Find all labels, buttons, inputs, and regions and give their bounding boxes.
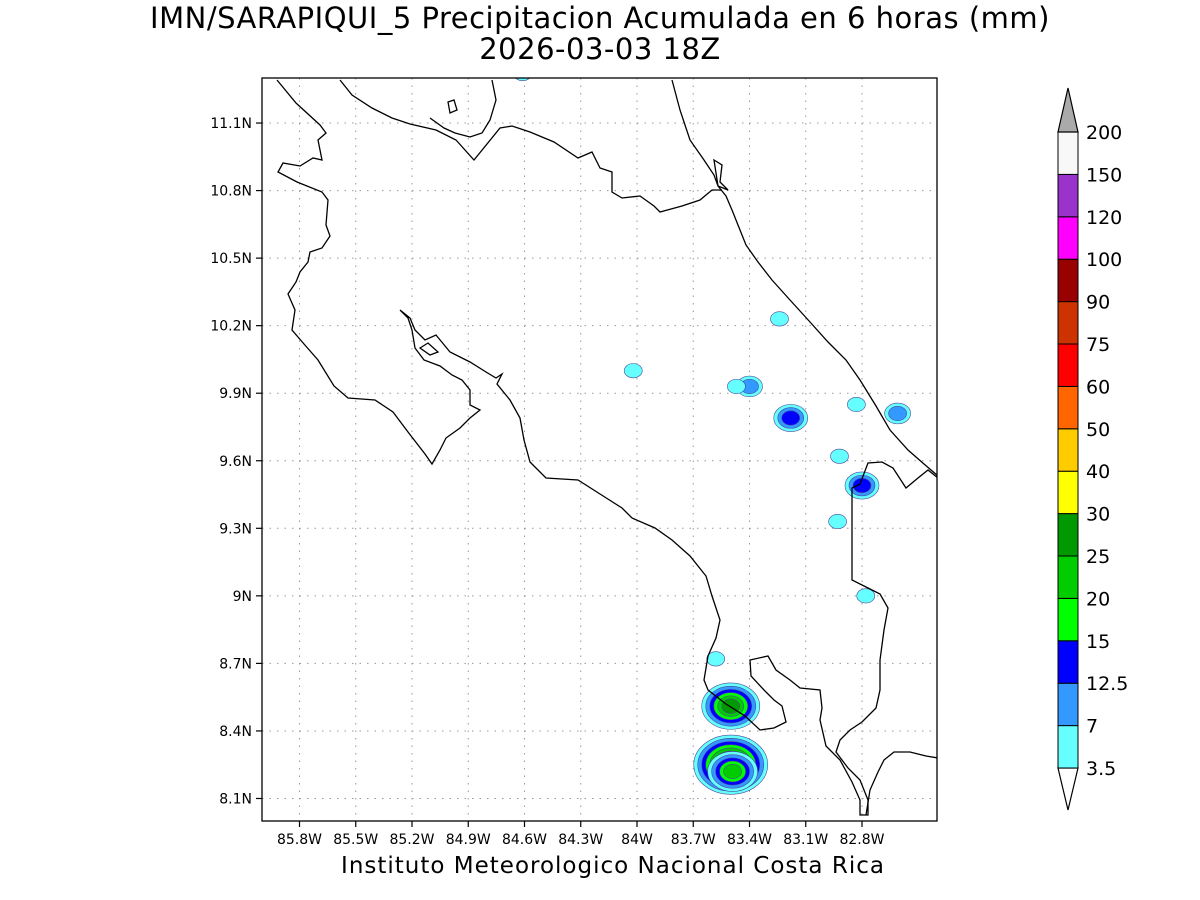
lon-tick-label: 83.1W (783, 832, 828, 848)
lon-tick-label: 84W (621, 832, 653, 848)
legend-label: 20 (1086, 588, 1110, 610)
legend-swatch (1057, 428, 1079, 472)
legend-label: 200 (1086, 122, 1122, 144)
precip-contour (770, 311, 789, 327)
legend-swatch (1057, 343, 1079, 387)
lat-tick-label: 10.2N (210, 319, 252, 335)
precip-contour (828, 514, 847, 530)
northern-border (339, 79, 722, 213)
precip-contour (856, 588, 876, 604)
lon-tick-label: 84.3W (558, 832, 603, 848)
legend-upper-arrow (1057, 87, 1079, 133)
lon-tick-label: 85.8W (277, 832, 322, 848)
legend-swatch (1057, 385, 1079, 430)
nicoya-island (418, 342, 440, 356)
caribbean-coastline (671, 79, 937, 476)
legend-swatch (1057, 555, 1079, 599)
lat-tick-label: 11.1N (210, 116, 252, 132)
legend-label: 50 (1086, 419, 1110, 441)
map-title: IMN/SARAPIQUI_5 Precipitacion Acumulada … (150, 1, 1050, 35)
legend-label: 100 (1086, 249, 1122, 271)
precip-contour (723, 763, 742, 779)
precipitation-layer (515, 78, 911, 795)
legend-swatch (1057, 640, 1079, 684)
lat-tick-label: 8.7N (219, 656, 252, 672)
nicaragua-coast (429, 79, 497, 138)
precip-contour (847, 396, 866, 412)
lon-tick-label: 83.4W (727, 832, 772, 848)
legend-lower-arrow (1057, 767, 1079, 811)
lake-nicaragua-islet (447, 99, 458, 114)
legend-swatch (1057, 301, 1079, 345)
legend-label: 7 (1086, 716, 1098, 738)
legend-swatch (1057, 597, 1079, 642)
map-frame (261, 77, 938, 822)
legend-label: 150 (1086, 164, 1122, 186)
legend-label: 30 (1086, 504, 1110, 526)
legend-label: 3.5 (1086, 758, 1116, 780)
southern-border-east (865, 751, 937, 816)
legend-swatch (1057, 173, 1079, 218)
legend-label: 40 (1086, 461, 1110, 483)
legend-swatch (1057, 216, 1079, 260)
legend-swatch (1057, 131, 1079, 175)
precip-contour (830, 448, 849, 464)
legend-swatch (1057, 725, 1079, 769)
lon-tick-label: 82.8W (839, 832, 884, 848)
grid-lines (262, 78, 937, 821)
legend-swatch (1057, 682, 1079, 727)
lon-tick-label: 83.7W (671, 832, 716, 848)
legend-label: 12.5 (1086, 673, 1128, 695)
legend-label: 60 (1086, 376, 1110, 398)
credit-text: Instituto Meteorologico Nacional Costa R… (341, 853, 885, 879)
lat-tick-label: 9.6N (219, 454, 252, 470)
legend-label: 90 (1086, 292, 1110, 314)
lon-tick-label: 85.2W (389, 832, 434, 848)
precip-contour (706, 651, 726, 667)
lat-tick-label: 10.8N (210, 184, 252, 200)
lat-tick-label: 9.9N (219, 386, 252, 402)
legend-swatch (1057, 258, 1079, 303)
lat-tick-label: 10.5N (210, 251, 252, 267)
legend-swatch (1057, 513, 1079, 557)
coastline-layer (276, 79, 937, 816)
precip-contour (623, 363, 643, 379)
legend-label: 15 (1086, 631, 1110, 653)
lat-tick-label: 9.3N (219, 521, 252, 537)
legend-label: 25 (1086, 546, 1110, 568)
legend-label: 120 (1086, 207, 1122, 229)
longitude-axis: 85.8W 85.5W 85.2W 84.9W 84.6W 84.3W 84W 83.7W 83… (277, 821, 885, 848)
map-subtitle: 2026-03-03 18Z (479, 32, 721, 66)
precip-contour (888, 405, 907, 421)
costa-rica-coastline (276, 79, 937, 816)
legend-swatch (1057, 470, 1079, 515)
lon-tick-label: 84.9W (446, 832, 491, 848)
lat-tick-label: 8.4N (219, 724, 252, 740)
color-legend: 3.5 7 12.5 15 20 25 30 40 50 60 75 90 100 120 150 200 (1057, 87, 1128, 811)
lat-tick-label: 8.1N (219, 791, 252, 807)
precip-contour (781, 410, 801, 426)
precip-contour (515, 78, 531, 81)
latitude-axis: 11.1N 10.8N 10.5N 10.2N 9.9N 9.6N 9.3N 9N 8.7N 8.… (210, 116, 262, 807)
lon-tick-label: 85.5W (333, 832, 378, 848)
legend-label: 75 (1086, 334, 1110, 356)
precip-contour (727, 378, 746, 394)
lat-tick-label: 9N (233, 589, 252, 605)
lon-tick-label: 84.6W (502, 832, 547, 848)
